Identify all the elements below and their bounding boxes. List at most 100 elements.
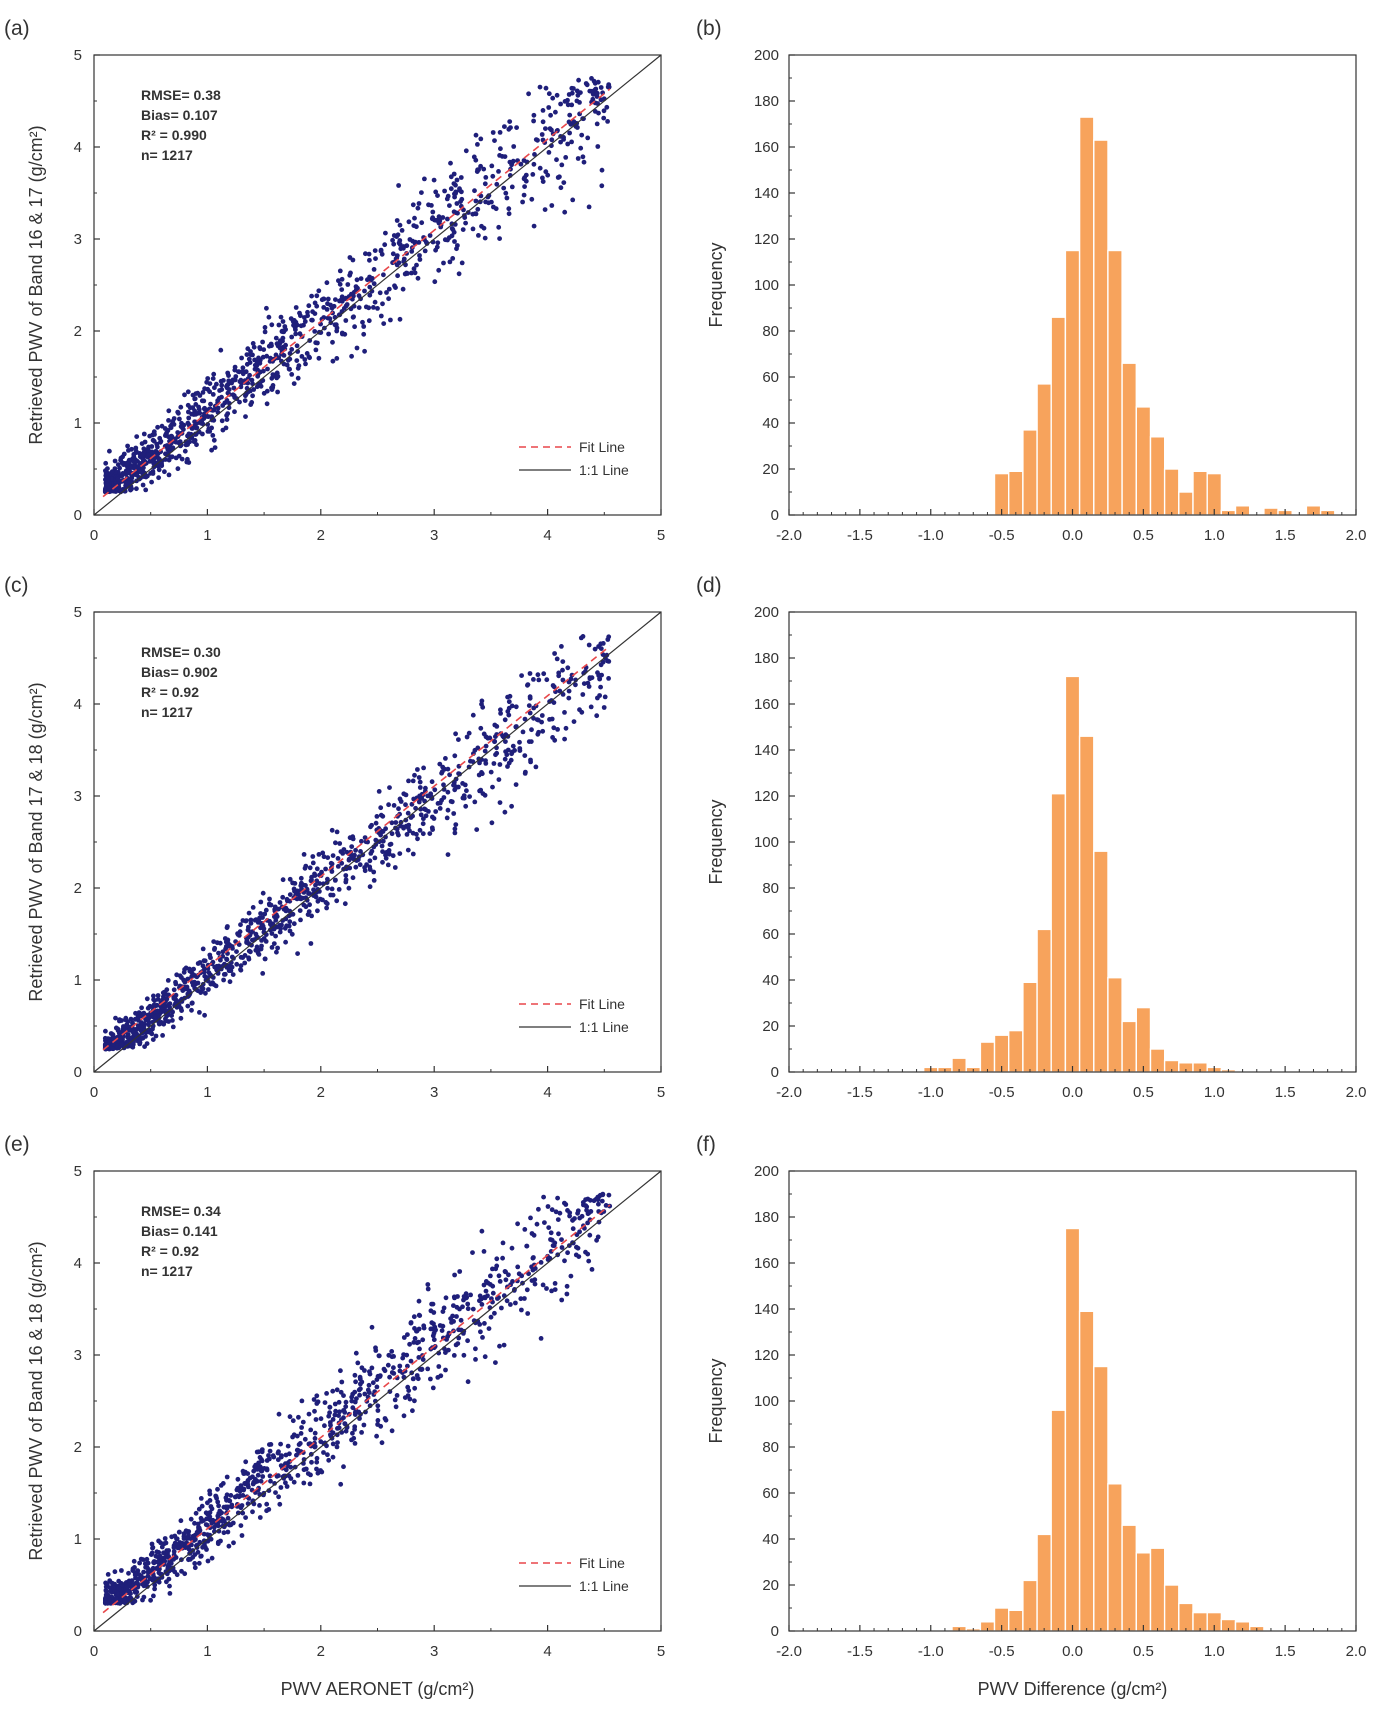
- bars: [951, 1227, 1265, 1632]
- data-point: [209, 1506, 215, 1512]
- data-point: [581, 681, 587, 686]
- data-point: [248, 917, 254, 923]
- data-point: [334, 325, 340, 331]
- data-point: [587, 1232, 593, 1238]
- data-point: [558, 101, 563, 107]
- data-point: [511, 144, 517, 149]
- data-point: [269, 387, 275, 392]
- data-point: [168, 425, 174, 431]
- data-point: [423, 239, 429, 245]
- data-point: [552, 1281, 558, 1286]
- data-point: [322, 1423, 327, 1429]
- data-point: [482, 1321, 487, 1326]
- data-point: [192, 1561, 198, 1566]
- data-point: [218, 1538, 223, 1544]
- data-point: [190, 982, 196, 988]
- data-point: [493, 752, 498, 758]
- data-point: [366, 1390, 372, 1395]
- data-point: [295, 365, 301, 371]
- data-point: [478, 1329, 483, 1335]
- data-point: [192, 1520, 197, 1526]
- data-point: [297, 331, 303, 337]
- histogram-bar: [1192, 470, 1208, 516]
- data-point: [126, 1570, 131, 1576]
- data-point: [226, 963, 232, 969]
- histogram-bar: [1093, 139, 1109, 516]
- data-point: [152, 1586, 158, 1592]
- data-point: [147, 1576, 153, 1582]
- data-point: [336, 278, 341, 284]
- data-point: [477, 1293, 483, 1299]
- y-tick-label: 0: [74, 1623, 82, 1640]
- data-point: [167, 1001, 173, 1006]
- data-point: [571, 719, 577, 724]
- data-point: [227, 979, 233, 985]
- data-point: [481, 225, 487, 231]
- data-point: [519, 1307, 524, 1313]
- data-point: [178, 424, 184, 429]
- data-point: [470, 712, 476, 718]
- data-point: [283, 939, 288, 945]
- data-point: [489, 1296, 494, 1302]
- data-point: [555, 1195, 560, 1201]
- data-point: [179, 1540, 185, 1546]
- data-point: [205, 1532, 210, 1537]
- data-point: [362, 348, 367, 354]
- data-point: [326, 1457, 332, 1463]
- data-point: [316, 355, 322, 361]
- data-point: [436, 267, 442, 273]
- data-point: [359, 1379, 365, 1385]
- data-point: [431, 1337, 437, 1343]
- data-point: [371, 305, 376, 310]
- data-point: [459, 260, 465, 266]
- scatter-points: [102, 634, 612, 1052]
- data-point: [351, 314, 356, 320]
- data-point: [417, 827, 423, 833]
- data-point: [514, 125, 519, 130]
- data-point: [473, 132, 479, 138]
- data-point: [164, 443, 170, 448]
- data-point: [298, 323, 304, 329]
- data-point: [487, 735, 493, 741]
- data-point: [387, 1374, 392, 1380]
- data-point: [506, 712, 512, 718]
- data-point: [314, 1466, 319, 1472]
- data-point: [390, 260, 395, 266]
- data-point: [324, 905, 329, 911]
- data-point: [230, 946, 235, 951]
- data-point: [225, 1529, 231, 1535]
- data-point: [162, 469, 167, 475]
- data-point: [182, 392, 187, 398]
- data-point: [107, 1597, 112, 1603]
- y-tick-label: 1: [74, 1531, 82, 1548]
- data-point: [450, 1313, 455, 1319]
- data-point: [275, 374, 281, 379]
- data-point: [513, 704, 519, 710]
- data-point: [460, 781, 465, 786]
- data-point: [159, 1544, 165, 1550]
- y-tick-label: 200: [754, 1163, 779, 1180]
- data-point: [329, 305, 335, 311]
- data-point: [209, 1520, 215, 1526]
- y-tick-label: 200: [754, 604, 779, 621]
- data-point: [428, 1326, 434, 1332]
- data-point: [144, 1041, 150, 1046]
- data-point: [454, 1304, 460, 1310]
- data-point: [569, 90, 575, 96]
- data-point: [536, 1206, 541, 1212]
- data-point: [303, 883, 308, 888]
- data-point: [156, 456, 162, 462]
- data-point: [200, 963, 206, 969]
- data-point: [430, 209, 436, 215]
- data-point: [239, 1503, 245, 1508]
- data-point: [433, 1327, 438, 1333]
- data-point: [219, 418, 225, 424]
- x-tick-label: 2: [317, 1643, 325, 1660]
- data-point: [375, 1418, 381, 1423]
- data-point: [569, 139, 574, 145]
- data-point: [503, 190, 509, 196]
- data-point: [151, 997, 157, 1002]
- data-point: [420, 821, 426, 827]
- data-point: [417, 257, 423, 262]
- data-point: [292, 888, 297, 894]
